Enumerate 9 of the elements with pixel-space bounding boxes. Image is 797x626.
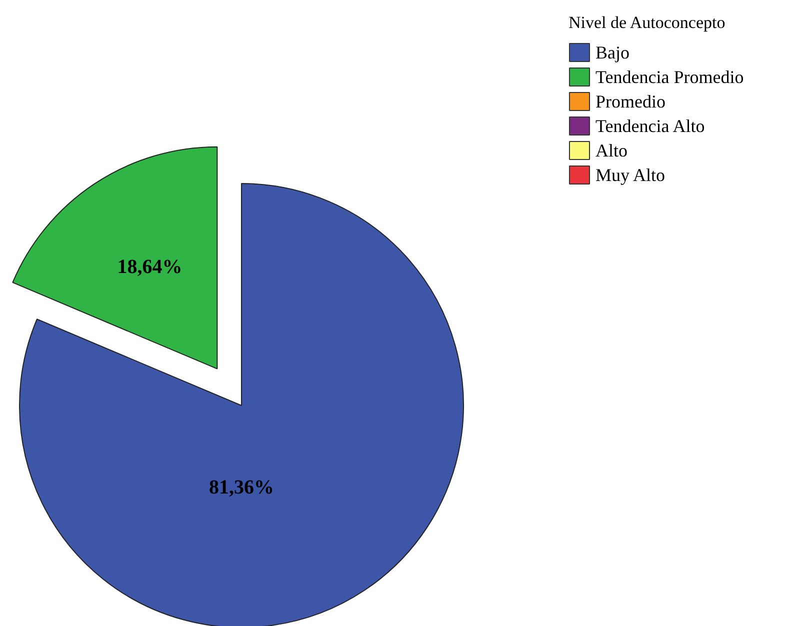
legend-label: Tendencia Alto [596, 116, 705, 136]
legend-label: Promedio [596, 92, 666, 112]
legend-label: Muy Alto [596, 165, 666, 185]
legend-label: Tendencia Promedio [596, 67, 744, 87]
legend-label: Alto [596, 140, 628, 160]
data-label: 81,36% [209, 476, 274, 499]
data-label: 18,64% [117, 256, 182, 278]
legend-label: Bajo [596, 42, 630, 62]
legend-title: Nivel de Autoconcepto [568, 13, 726, 32]
